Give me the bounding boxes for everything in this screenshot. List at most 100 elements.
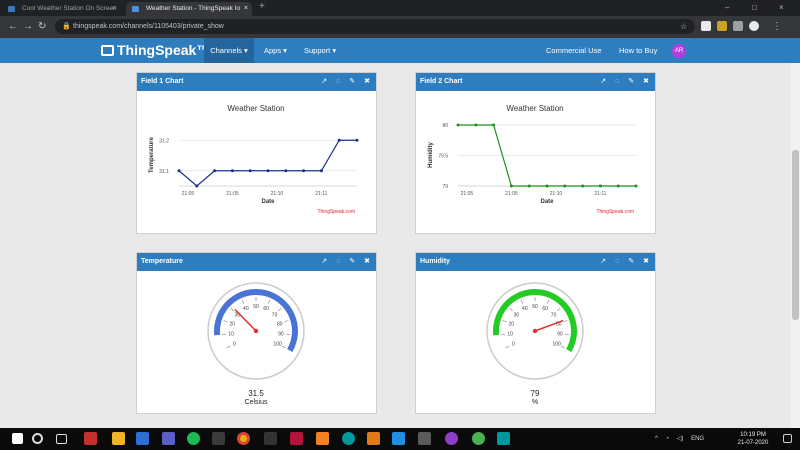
close-icon[interactable]: ✖ — [364, 258, 370, 265]
profile-icon[interactable] — [749, 21, 759, 31]
gauge-tick — [546, 299, 550, 304]
site-favicon-icon — [8, 6, 15, 12]
nav-commercial-use[interactable]: Commercial Use — [546, 46, 602, 55]
app-icon[interactable] — [264, 432, 277, 445]
thingspeak-logo[interactable]: ThingSpeak™ — [101, 41, 210, 60]
address-bar[interactable]: 🔒 thingspeak.com/channels/1105403/privat… — [55, 19, 695, 34]
pencil-icon[interactable]: ✎ — [349, 258, 356, 265]
extension-icon[interactable] — [717, 21, 727, 31]
close-tab-icon[interactable]: × — [111, 5, 116, 12]
gauge-tick — [560, 345, 565, 349]
gauge-tick-label: 60 — [542, 306, 548, 312]
app-icon[interactable] — [212, 432, 225, 445]
notifications-icon[interactable] — [783, 434, 792, 443]
nav-how-to-buy[interactable]: How to Buy — [619, 46, 658, 55]
minimize-button[interactable]: – — [725, 3, 730, 12]
close-icon[interactable]: ✖ — [364, 78, 370, 85]
widget-title: Field 1 Chart — [141, 78, 184, 85]
tray-chevron-icon[interactable]: ^ — [655, 436, 658, 442]
app-icon[interactable] — [136, 432, 149, 445]
gauge-tick-label: 30 — [235, 312, 241, 318]
app-icon[interactable] — [84, 432, 97, 445]
arduino-icon[interactable] — [497, 432, 510, 445]
external-link-icon[interactable]: ↗ — [321, 78, 328, 85]
field2-chart-widget: Field 2 Chart ↗ ◌ ✎ ✖ Weather Station 79 79.5… — [415, 72, 656, 234]
menu-kebab-icon[interactable]: ⋮ — [772, 21, 782, 32]
extension-icon[interactable] — [701, 21, 711, 31]
comment-icon[interactable]: ◌ — [615, 258, 620, 265]
file-explorer-icon[interactable] — [112, 432, 125, 445]
widget-title: Temperature — [141, 258, 183, 265]
chrome-icon[interactable] — [237, 432, 250, 445]
new-tab-button[interactable]: + — [259, 1, 265, 12]
app-icon[interactable] — [472, 432, 485, 445]
teams-icon[interactable] — [162, 432, 175, 445]
arduino-icon[interactable] — [342, 432, 355, 445]
app-icon[interactable] — [418, 432, 431, 445]
gauge-tick — [241, 299, 245, 304]
start-windows-icon[interactable] — [12, 433, 23, 444]
search-icon[interactable] — [32, 433, 43, 444]
gauge-tick-label: 100 — [552, 342, 561, 348]
gauge-tick-label: 90 — [278, 332, 284, 338]
nav-channels[interactable]: Channels ▾ — [204, 38, 254, 63]
widget-icons: ↗ ◌ ✎ ✖ — [591, 253, 649, 271]
vlc-icon[interactable] — [316, 432, 329, 445]
x-tick-label: 21:05 — [226, 191, 239, 197]
network-icon[interactable]: ◔ — [665, 436, 670, 442]
close-icon[interactable]: ✖ — [643, 78, 649, 85]
language-indicator[interactable]: ENG — [691, 436, 705, 442]
close-icon[interactable]: ✖ — [643, 258, 649, 265]
bookmark-star-icon[interactable]: ☆ — [680, 22, 688, 31]
tab-thingspeak[interactable]: Weather Station - ThingSpeak Io × — [126, 2, 252, 16]
data-point — [177, 169, 181, 173]
data-point — [492, 123, 496, 127]
spotify-icon[interactable] — [187, 432, 200, 445]
external-link-icon[interactable]: ↗ — [600, 258, 607, 265]
comment-icon[interactable]: ◌ — [615, 78, 620, 85]
volume-icon[interactable]: ◁) — [676, 436, 684, 442]
pencil-icon[interactable]: ✎ — [349, 78, 356, 85]
app-icon[interactable] — [367, 432, 380, 445]
browser-tab-strip: Cool Weather Station On Screen × Weather… — [0, 0, 800, 16]
avatar[interactable]: AR — [672, 44, 686, 58]
clock[interactable]: 10:19 PM 21-07-2020 — [728, 431, 778, 447]
forward-icon[interactable]: → — [23, 21, 33, 32]
nav-apps[interactable]: Apps ▾ — [264, 46, 287, 55]
nav-support[interactable]: Support ▾ — [304, 46, 337, 55]
vscode-icon[interactable] — [392, 432, 405, 445]
gauge-container: 0 10 20 30 40 50 60 70 80 90 100 79% — [416, 271, 655, 418]
windows-taskbar: ^ ◔ ◁) ENG 10:19 PM 21-07-2020 — [0, 428, 800, 450]
external-link-icon[interactable]: ↗ — [600, 78, 607, 85]
gauge-tick — [557, 308, 561, 312]
comment-icon[interactable]: ◌ — [336, 258, 341, 265]
speech-bubble-icon — [101, 45, 114, 56]
humidity-gauge-widget: Humidity ↗ ◌ ✎ ✖ 0 10 20 30 40 50 60 70 80 90 100 79% — [415, 252, 656, 414]
tab-weather-station-article[interactable]: Cool Weather Station On Screen × — [2, 2, 120, 16]
reload-icon[interactable]: ↻ — [38, 21, 47, 32]
data-point — [509, 184, 513, 188]
chart-container: Weather Station 79 79.5 80 21:05 21:05 21:10 21… — [416, 91, 655, 238]
app-icon[interactable] — [290, 432, 303, 445]
x-tick-label: 21:10 — [550, 191, 563, 197]
pencil-icon[interactable]: ✎ — [628, 258, 635, 265]
gauge-tick-label: 20 — [229, 321, 235, 327]
y-tick-label: 80 — [442, 123, 448, 129]
browser-toolbar: ← → ↻ 🔒 thingspeak.com/channels/1105403/… — [0, 16, 800, 38]
extension-icon[interactable] — [733, 21, 743, 31]
close-window-button[interactable]: × — [779, 3, 784, 12]
scrollbar-thumb[interactable] — [792, 150, 799, 320]
chart-container: Weather Station 31.1 31.2 21:05 21:05 21:10 21… — [137, 91, 376, 238]
maximize-button[interactable]: □ — [752, 3, 757, 12]
app-icon[interactable] — [445, 432, 458, 445]
task-view-icon[interactable] — [56, 434, 67, 444]
external-link-icon[interactable]: ↗ — [321, 258, 328, 265]
close-tab-icon[interactable]: × — [243, 5, 248, 12]
pencil-icon[interactable]: ✎ — [628, 78, 635, 85]
back-icon[interactable]: ← — [8, 21, 18, 32]
data-point — [545, 184, 549, 188]
gauge-tick-label: 20 — [508, 321, 514, 327]
gauge-tick-label: 40 — [522, 306, 528, 312]
comment-icon[interactable]: ◌ — [336, 78, 341, 85]
